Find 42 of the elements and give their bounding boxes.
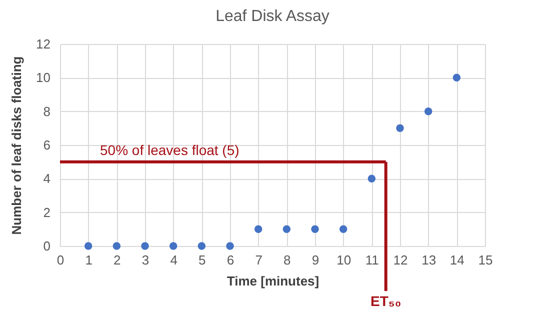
y-tick-label: 6 bbox=[43, 138, 50, 152]
x-tick-label: 0 bbox=[56, 252, 64, 268]
ref-line-label: ET₅₀ bbox=[370, 293, 402, 309]
x-tick-label: 10 bbox=[336, 252, 352, 268]
y-tick-label: 2 bbox=[43, 204, 50, 220]
chart-title: Leaf Disk Assay bbox=[216, 8, 330, 25]
x-tick-label: 8 bbox=[284, 252, 291, 268]
x-tick-label: 13 bbox=[422, 252, 436, 268]
point bbox=[311, 225, 319, 234]
point bbox=[452, 74, 461, 82]
y-tick-label: 0 bbox=[43, 238, 50, 254]
x-tick-label: 1 bbox=[85, 252, 92, 268]
point bbox=[112, 242, 121, 250]
y-tick-label: 10 bbox=[36, 70, 50, 86]
point bbox=[339, 225, 348, 234]
point bbox=[141, 242, 149, 250]
x-tick-label: 12 bbox=[393, 252, 408, 268]
y-tick-label: 12 bbox=[36, 36, 50, 52]
point bbox=[198, 242, 206, 250]
x-tick-label: 15 bbox=[478, 252, 493, 268]
y-tick-label: 4 bbox=[43, 171, 50, 186]
point bbox=[226, 242, 234, 250]
x-tick-label: 11 bbox=[365, 252, 379, 268]
x-tick-label: 14 bbox=[450, 252, 464, 268]
y-tick-label: 8 bbox=[43, 104, 50, 119]
x-tick-label: 5 bbox=[198, 252, 206, 268]
x-tick-label: 6 bbox=[226, 252, 234, 268]
point bbox=[396, 124, 404, 132]
x-axis-title: Time [minutes] bbox=[226, 274, 320, 288]
x-tick-label: 7 bbox=[255, 252, 262, 268]
x-tick-label: 2 bbox=[114, 252, 121, 268]
point bbox=[254, 225, 262, 234]
point bbox=[282, 225, 291, 234]
ref-line-label: 50% of leaves float (5) bbox=[100, 142, 240, 158]
point bbox=[84, 242, 92, 250]
x-tick-label: 3 bbox=[142, 252, 150, 268]
x-tick-label: 4 bbox=[170, 252, 178, 268]
x-tick-label: 9 bbox=[312, 252, 320, 268]
point bbox=[368, 174, 376, 183]
point bbox=[424, 107, 432, 116]
y-axis-title: Number of leaf disks floating bbox=[9, 56, 24, 235]
point bbox=[169, 242, 178, 250]
